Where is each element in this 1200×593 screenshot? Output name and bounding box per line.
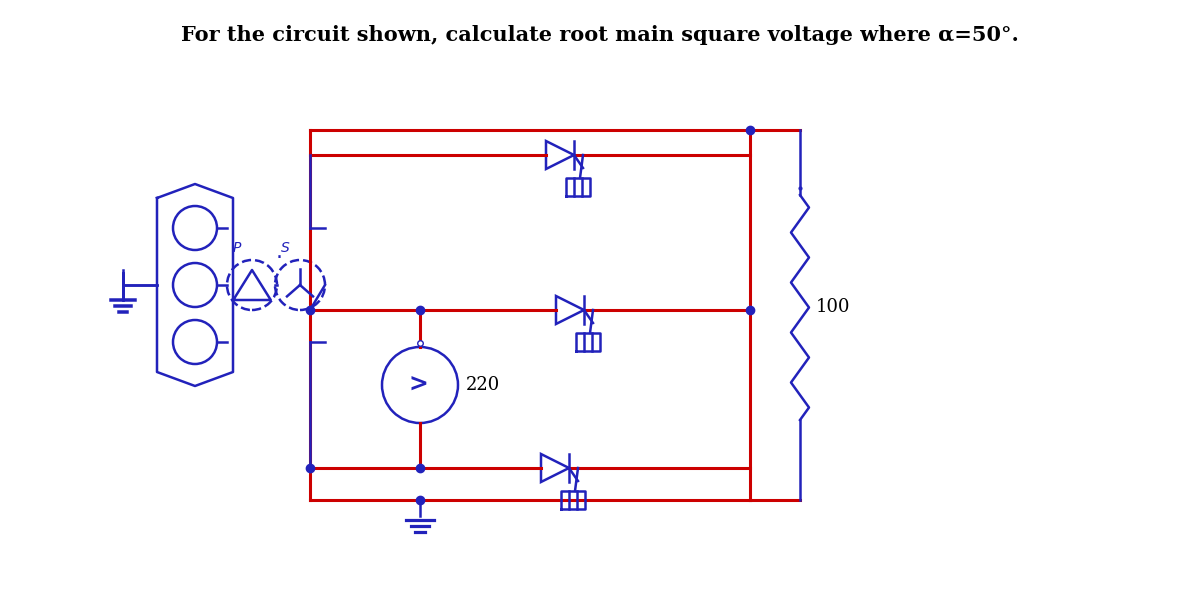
Text: 100: 100 xyxy=(816,298,851,317)
Text: 220: 220 xyxy=(466,376,500,394)
Text: P: P xyxy=(233,241,241,255)
Text: S: S xyxy=(281,241,289,255)
Text: For the circuit shown, calculate root main square voltage where α=50°.: For the circuit shown, calculate root ma… xyxy=(181,25,1019,45)
Text: ·: · xyxy=(276,248,282,268)
Text: >: > xyxy=(408,373,428,397)
